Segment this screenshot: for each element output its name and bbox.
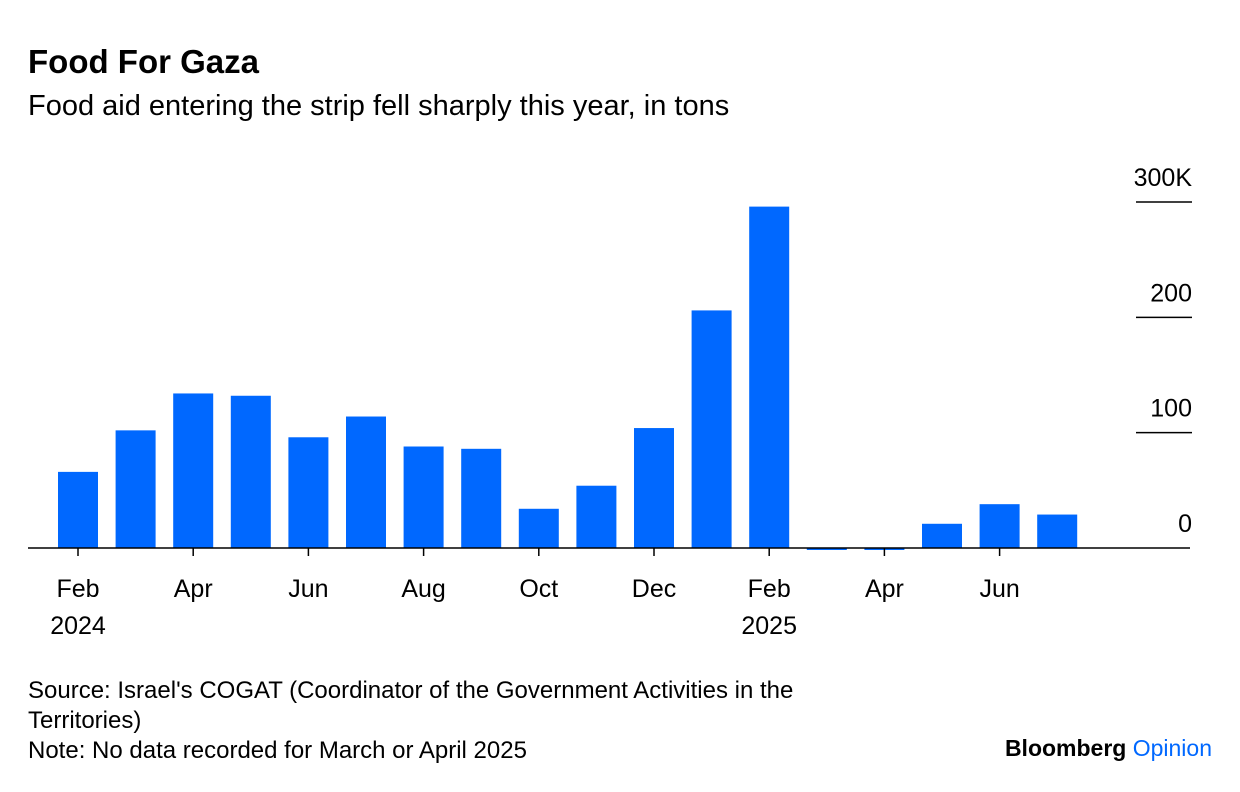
- x-tick-year: 2024: [50, 612, 106, 640]
- bar: [806, 548, 847, 550]
- bar: [230, 395, 271, 548]
- x-tick-label: Feb: [748, 575, 791, 603]
- y-tick-label: 300K: [1134, 164, 1193, 192]
- brand-name: Bloomberg: [1005, 735, 1126, 761]
- y-tick-label: 100: [1150, 395, 1192, 423]
- x-tick-label: Jun: [288, 575, 328, 603]
- bar: [922, 523, 962, 548]
- x-tick-year: 2025: [741, 612, 797, 640]
- bar: [749, 206, 790, 548]
- bar: [346, 416, 386, 548]
- bar: [576, 485, 617, 548]
- bar: [58, 471, 98, 548]
- bar: [634, 428, 674, 548]
- x-tick-label: Dec: [632, 575, 676, 603]
- x-tick-label: Aug: [401, 575, 445, 603]
- x-tick-label: Apr: [174, 575, 213, 603]
- y-tick-label: 0: [1178, 510, 1192, 538]
- x-tick-label: Feb: [56, 575, 99, 603]
- note: Note: No data recorded for March or Apri…: [28, 737, 527, 764]
- bar: [461, 448, 502, 548]
- footnotes: Source: Israel's COGAT (Coordinator of t…: [28, 677, 794, 764]
- x-tick-label: Apr: [865, 575, 904, 603]
- brand-suffix: Opinion: [1133, 735, 1212, 761]
- bar: [288, 437, 329, 548]
- brand: Bloomberg Opinion: [1005, 735, 1212, 761]
- bar: [173, 393, 214, 548]
- x-tick-label: Jun: [979, 575, 1019, 603]
- bar: [979, 504, 1020, 548]
- bar: [115, 430, 156, 548]
- bar: [691, 310, 732, 548]
- chart-title: Food For Gaza: [28, 43, 260, 80]
- chart-subtitle: Food aid entering the strip fell sharply…: [28, 90, 729, 122]
- source: Source: Israel's COGAT (Coordinator of t…: [28, 677, 794, 734]
- bar: [403, 446, 444, 548]
- bar: [1037, 514, 1078, 548]
- y-tick-label: 200: [1150, 279, 1192, 307]
- bar: [518, 508, 559, 548]
- x-tick-label: Oct: [519, 575, 558, 603]
